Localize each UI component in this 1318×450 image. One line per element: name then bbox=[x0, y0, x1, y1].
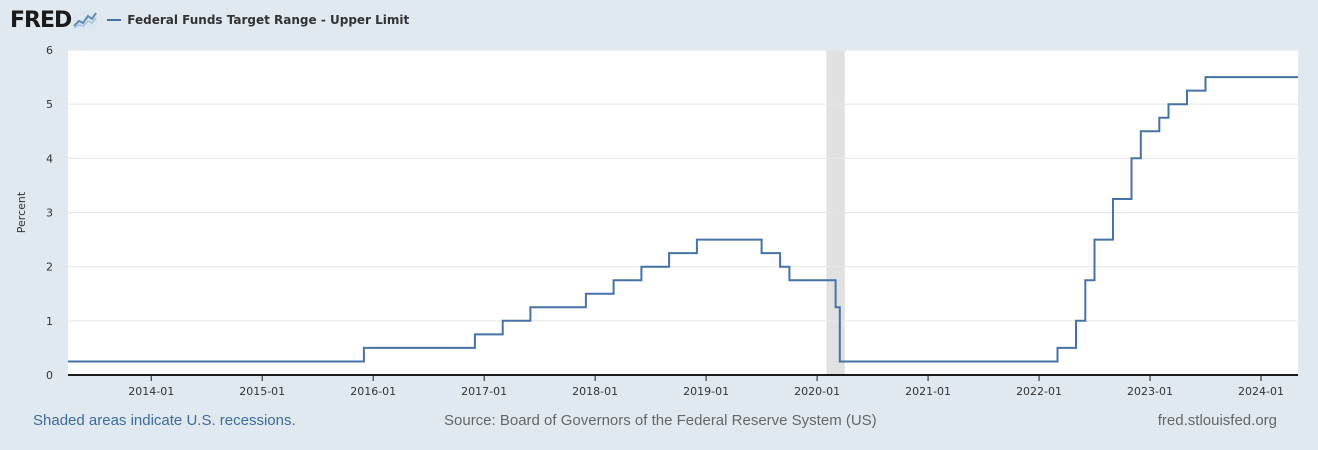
x-tick-label: 2019-01 bbox=[683, 385, 729, 398]
x-tick-label: 2015-01 bbox=[239, 385, 285, 398]
x-tick-label: 2024-01 bbox=[1238, 385, 1284, 398]
y-tick-label: 4 bbox=[46, 152, 53, 165]
y-tick-label: 2 bbox=[46, 261, 53, 274]
x-tick-label: 2016-01 bbox=[350, 385, 396, 398]
x-tick-label: 2023-01 bbox=[1127, 385, 1173, 398]
y-tick-label: 1 bbox=[46, 315, 53, 328]
axis-layer: 0 1 2 3 4 5 6 2014-01 2015-01 2016-01 2017-01 2018-… bbox=[46, 44, 1298, 398]
y-tick-label: 0 bbox=[46, 369, 53, 382]
y-axis-title: Percent bbox=[15, 191, 28, 233]
legend-label: Federal Funds Target Range - Upper Limit bbox=[127, 13, 410, 27]
x-tick-label: 2021-01 bbox=[905, 385, 951, 398]
y-tick-label: 5 bbox=[46, 98, 53, 111]
fred-logo[interactable]: FRED bbox=[10, 7, 72, 33]
grid-layer bbox=[68, 49, 1298, 322]
chart-header: FRED Federal Funds Target Range - Upper … bbox=[10, 6, 409, 34]
series-layer bbox=[68, 76, 1298, 363]
chart-area[interactable]: 0 1 2 3 4 5 6 2014-01 2015-01 2016-01 2017-01 2018-… bbox=[0, 0, 1318, 400]
x-tick-label: 2017-01 bbox=[461, 385, 507, 398]
legend-swatch bbox=[107, 19, 122, 21]
series-line bbox=[68, 76, 1298, 363]
site-link[interactable]: fred.stlouisfed.org bbox=[1157, 412, 1277, 429]
x-tick-label: 2020-01 bbox=[794, 385, 840, 398]
source-text: Source: Board of Governors of the Federa… bbox=[444, 412, 877, 429]
y-tick-label: 6 bbox=[46, 44, 53, 57]
y-tick-label: 3 bbox=[46, 207, 53, 220]
line-chart-icon bbox=[73, 11, 98, 29]
legend[interactable]: Federal Funds Target Range - Upper Limit bbox=[107, 13, 409, 27]
x-tick-label: 2018-01 bbox=[572, 385, 618, 398]
x-tick-label: 2014-01 bbox=[128, 385, 174, 398]
x-tick-label: 2022-01 bbox=[1016, 385, 1062, 398]
recession-note[interactable]: Shaded areas indicate U.S. recessions. bbox=[33, 412, 296, 429]
